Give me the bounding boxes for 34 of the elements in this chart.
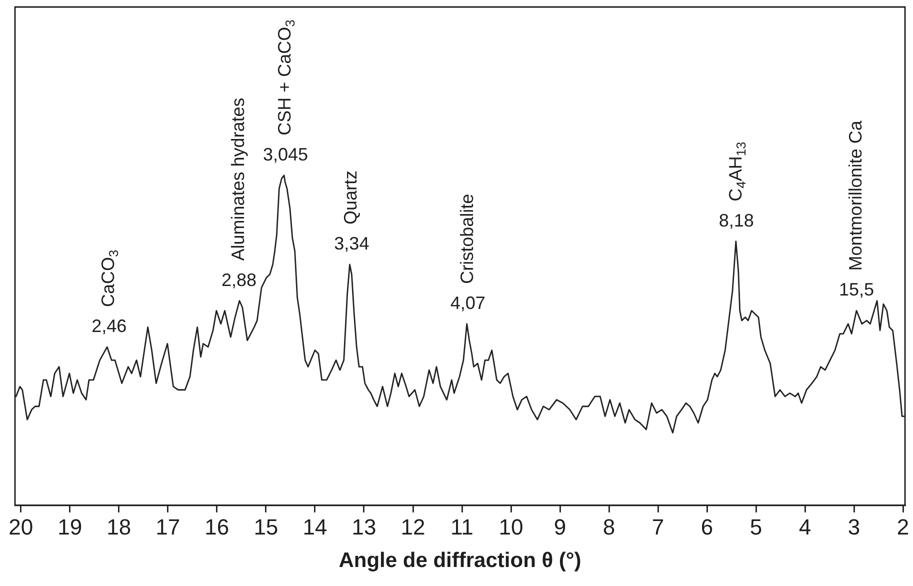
annotation: 3,045 — [263, 144, 308, 164]
x-tick-label: 10 — [498, 514, 524, 540]
x-tick-label: 7 — [652, 514, 664, 540]
x-tick-label: 5 — [750, 514, 762, 540]
annotation: 2,46 — [92, 316, 127, 336]
x-tick-label: 8 — [602, 514, 616, 540]
x-tick-label: 2 — [896, 514, 910, 540]
annotation: CSH + CaCO3 — [274, 20, 298, 136]
x-tick-label: 19 — [58, 514, 82, 540]
x-tick-label: 18 — [106, 514, 132, 540]
annotation: Aluminates hydrates — [228, 98, 248, 261]
annotation: 4,07 — [450, 292, 486, 313]
x-tick-label: 17 — [156, 514, 180, 540]
x-tick-label: 14 — [302, 514, 328, 540]
annotation: C4AH13 — [725, 142, 748, 202]
x-tick-label: 9 — [554, 514, 566, 540]
annotation: 2,88 — [221, 270, 256, 290]
x-tick-label: 13 — [352, 514, 376, 540]
annotation: Quartz — [340, 170, 361, 224]
x-tick-label: 15 — [254, 514, 278, 540]
x-tick-label: 12 — [400, 514, 426, 540]
annotation: Cristobalite — [456, 194, 477, 284]
x-tick-label: 11 — [450, 514, 474, 540]
x-tick-label: 4 — [798, 514, 812, 540]
annotation: CaCO3 — [98, 250, 122, 308]
x-tick-label: 3 — [848, 514, 860, 540]
x-axis-title: Angle de diffraction θ (°) — [338, 549, 582, 572]
annotation: 15,5 — [838, 280, 874, 300]
x-tick-label: 16 — [204, 514, 230, 540]
annotation: Montmorillonite Ca — [845, 120, 866, 271]
x-tick-label: 6 — [700, 514, 714, 540]
x-tick-label: 20 — [8, 514, 34, 540]
annotation: 3,34 — [334, 233, 370, 254]
annotation: 8,18 — [718, 210, 754, 230]
